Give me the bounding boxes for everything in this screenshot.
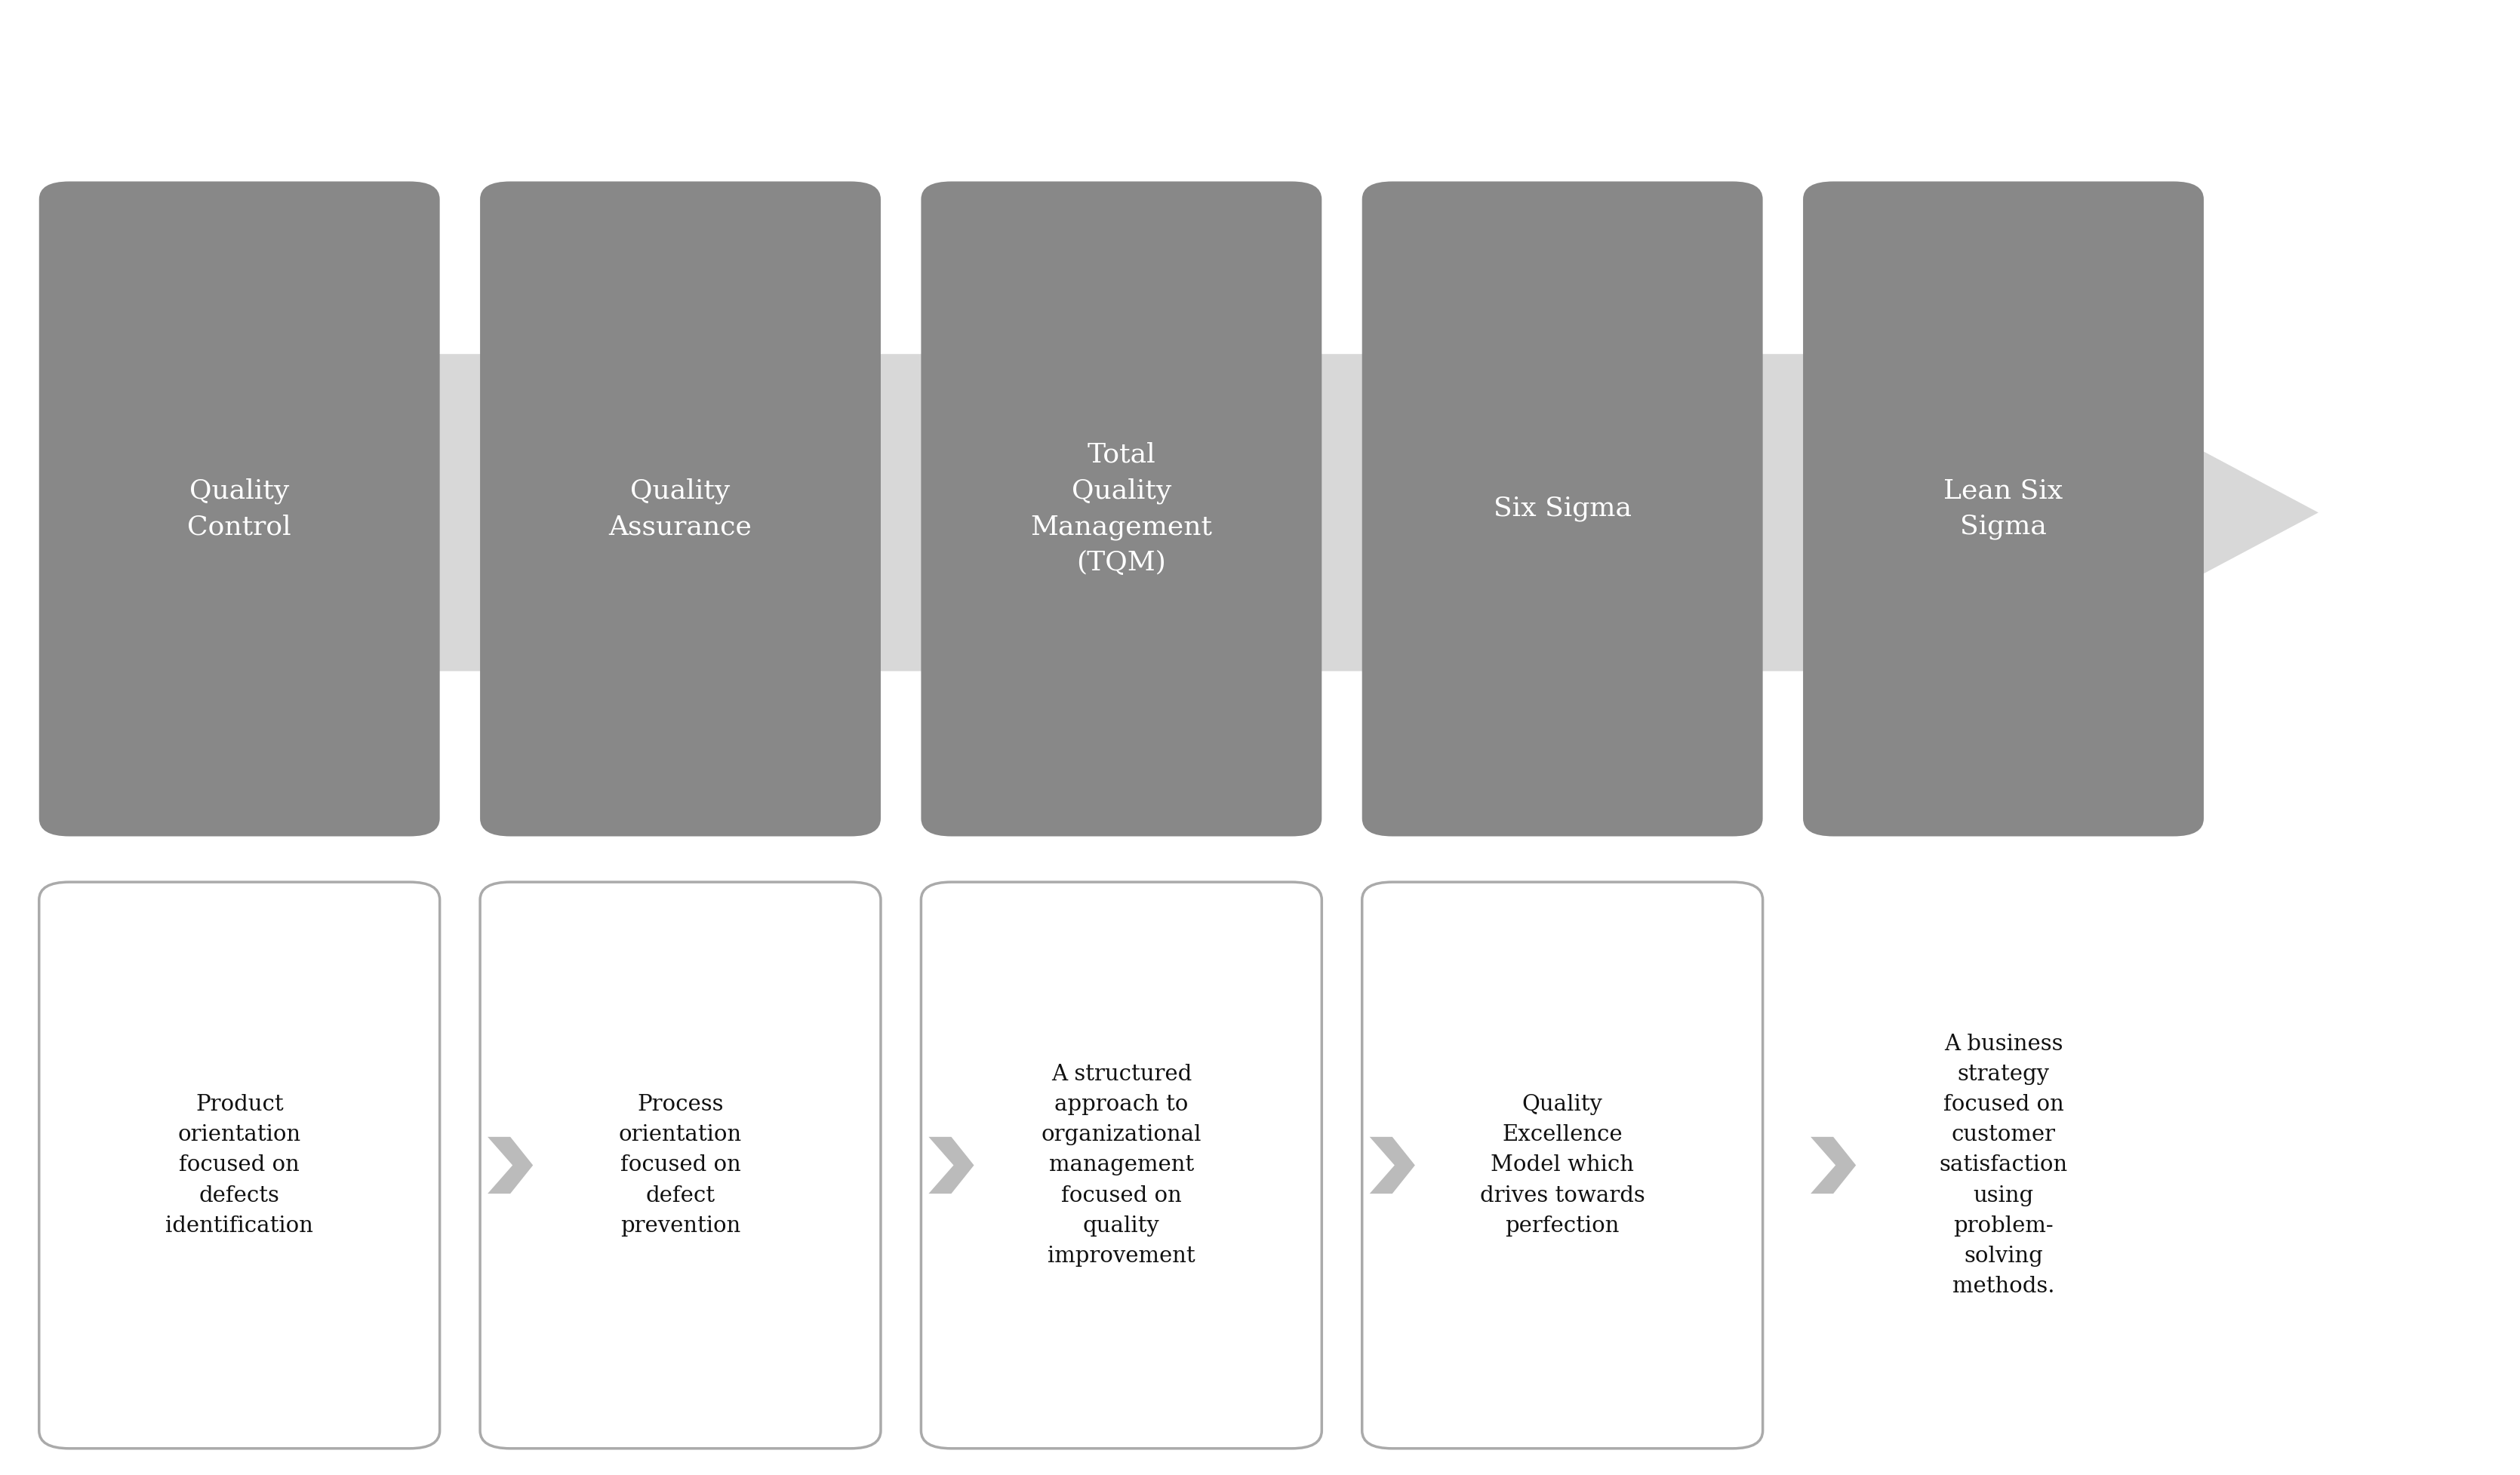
Polygon shape: [164, 354, 2318, 671]
FancyBboxPatch shape: [481, 181, 882, 836]
Text: Lean Six
Sigma: Lean Six Sigma: [1943, 478, 2064, 540]
Text: A business
strategy
focused on
customer
satisfaction
using
problem-
solving
meth: A business strategy focused on customer …: [1940, 1034, 2066, 1297]
Text: Product
orientation
focused on
defects
identification: Product orientation focused on defects i…: [166, 1094, 312, 1236]
Text: Quality
Assurance: Quality Assurance: [610, 478, 751, 540]
FancyBboxPatch shape: [1361, 181, 1764, 836]
Text: Process
orientation
focused on
defect
prevention: Process orientation focused on defect pr…: [620, 1094, 741, 1236]
FancyBboxPatch shape: [38, 181, 438, 836]
Text: A structured
approach to
organizational
management
focused on
quality
improvemen: A structured approach to organizational …: [1041, 1063, 1202, 1267]
FancyBboxPatch shape: [922, 181, 1320, 836]
Polygon shape: [489, 1137, 534, 1193]
FancyBboxPatch shape: [38, 882, 438, 1448]
Polygon shape: [927, 1137, 973, 1193]
FancyBboxPatch shape: [481, 882, 882, 1448]
Text: Total
Quality
Management
(TQM): Total Quality Management (TQM): [1031, 442, 1212, 575]
Text: Quality
Excellence
Model which
drives towards
perfection: Quality Excellence Model which drives to…: [1479, 1094, 1646, 1236]
FancyBboxPatch shape: [1361, 882, 1764, 1448]
FancyBboxPatch shape: [922, 882, 1320, 1448]
Text: Quality
Control: Quality Control: [186, 478, 292, 540]
Polygon shape: [1809, 1137, 1857, 1193]
FancyBboxPatch shape: [1804, 181, 2202, 836]
Text: Six Sigma: Six Sigma: [1494, 496, 1630, 522]
Polygon shape: [1371, 1137, 1416, 1193]
